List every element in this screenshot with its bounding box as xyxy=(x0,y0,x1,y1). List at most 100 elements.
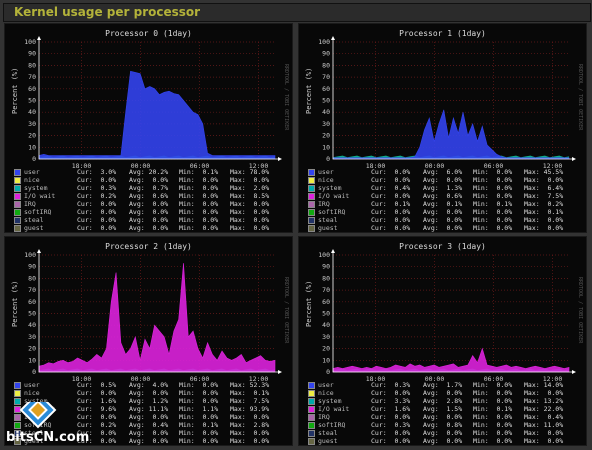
y-tick-label: 40 xyxy=(28,321,36,329)
y-tick-label: 0 xyxy=(326,368,330,376)
legend-cur: Cur: 0.0% xyxy=(371,437,411,445)
axes xyxy=(332,252,573,373)
legend-name: softIRQ xyxy=(24,208,52,216)
legend-name: I/O wait xyxy=(24,192,56,200)
legend-swatch xyxy=(308,406,315,413)
legend-name: nice xyxy=(318,389,334,397)
legend-avg: Avg: 0.0% xyxy=(129,429,169,437)
axes xyxy=(38,39,279,160)
y-tick-label: 100 xyxy=(318,38,330,46)
page-title: Kernel usage per processor xyxy=(14,5,201,19)
legend-cur: Cur: 3.3% xyxy=(371,397,411,405)
legend-name: system xyxy=(24,184,48,192)
y-tick-label: 80 xyxy=(28,274,36,282)
side-label: RRDTOOL / TOBI OETIKER xyxy=(283,64,289,131)
legend-row-irq: IRQ Cur: 0.0% Avg: 0.0% Min: 0.0% Max: 0.4% xyxy=(307,413,582,421)
legend-row-guest: guest Cur: 0.0% Avg: 0.0% Min: 0.0% Max: 0.0… xyxy=(13,437,288,445)
legend-name: IRQ xyxy=(318,200,330,208)
legend-row-irq: IRQ Cur: 0.0% Avg: 0.0% Min: 0.0% Max: 0.0% xyxy=(13,200,288,208)
legend-min: Min: 0.0% xyxy=(473,429,513,437)
legend-swatch xyxy=(308,225,315,232)
chart: 0 10 20 30 40 50 60 70 80 90 100 18:00 00:00 06:00 12:… xyxy=(318,249,576,382)
legend: user Cur: 0.5% Avg: 4.0% Min: 0.0% Max: 52.3… xyxy=(13,381,288,445)
legend-max: Max: 52.3% xyxy=(230,381,270,389)
legend-row-user: user Cur: 0.5% Avg: 4.0% Min: 0.0% Max: 52.3… xyxy=(13,381,288,389)
legend-min: Min: 0.0% xyxy=(179,429,219,437)
legend-max: Max: 0.0% xyxy=(230,224,270,232)
y-axis-label: Percent (%) xyxy=(305,67,313,114)
legend-cur: Cur: 0.4% xyxy=(371,184,411,192)
legend-max: Max: 0.0% xyxy=(230,437,270,445)
legend-avg: Avg: 0.0% xyxy=(129,200,169,208)
legend-max: Max: 0.0% xyxy=(230,208,270,216)
y-tick-label: 10 xyxy=(28,356,36,364)
watermark-text: bitsCN.com xyxy=(6,430,90,445)
legend-max: Max: 14.0% xyxy=(524,381,564,389)
legend-avg: Avg: 0.0% xyxy=(129,413,169,421)
x-tick-label: 06:00 xyxy=(484,162,504,169)
legend-avg: Avg: 6.0% xyxy=(423,168,463,176)
series-area-user xyxy=(38,70,276,160)
legend-name: user xyxy=(318,168,334,176)
legend-name: steal xyxy=(318,429,338,437)
legend-avg: Avg: 0.4% xyxy=(129,421,169,429)
y-tick-label: 80 xyxy=(322,274,330,282)
legend-cur: Cur: 0.0% xyxy=(371,192,411,200)
x-tick-label: 18:00 xyxy=(366,375,386,382)
legend-max: Max: 22.0% xyxy=(524,405,564,413)
legend-cur: Cur: 0.0% xyxy=(371,176,411,184)
y-tick-label: 30 xyxy=(322,120,330,128)
legend-row-system: system Cur: 0.3% Avg: 0.7% Min: 0.0% Max: 2.… xyxy=(13,184,288,192)
y-tick-label: 0 xyxy=(32,368,36,376)
legend-min: Min: 0.0% xyxy=(179,437,219,445)
legend-avg: Avg: 0.0% xyxy=(423,224,463,232)
x-tick-label: 06:00 xyxy=(190,375,210,382)
legend-max: Max: 45.5% xyxy=(524,168,564,176)
legend-max: Max: 0.0% xyxy=(230,200,270,208)
y-tick-label: 90 xyxy=(322,263,330,271)
y-tick-label: 30 xyxy=(28,333,36,341)
legend-cur: Cur: 0.0% xyxy=(371,429,411,437)
y-tick-label: 30 xyxy=(28,120,36,128)
legend-cur: Cur: 0.3% xyxy=(77,184,117,192)
legend-min: Min: 0.0% xyxy=(179,389,219,397)
legend-name: IRQ xyxy=(318,413,330,421)
legend-row-softirq: softIRQ Cur: 0.0% Avg: 0.0% Min: 0.0% Max: 0… xyxy=(13,208,288,216)
legend-swatch xyxy=(308,438,315,445)
legend-swatch xyxy=(14,225,21,232)
legend-max: Max: 0.4% xyxy=(524,413,564,421)
legend-name: user xyxy=(24,381,40,389)
legend-cur: Cur: 0.1% xyxy=(371,200,411,208)
legend-max: Max: 0.2% xyxy=(524,200,564,208)
legend-name: I/O wait xyxy=(318,405,350,413)
legend-min: Min: 0.0% xyxy=(473,421,513,429)
legend-swatch xyxy=(308,422,315,429)
legend: user Cur: 3.0% Avg: 20.2% Min: 0.1% Max: 78.… xyxy=(13,168,288,232)
legend-swatch xyxy=(14,438,21,445)
legend-name: guest xyxy=(24,224,44,232)
y-tick-label: 50 xyxy=(322,97,330,105)
legend-avg: Avg: 0.0% xyxy=(129,176,169,184)
legend-min: Min: 0.0% xyxy=(179,200,219,208)
legend-min: Min: 0.0% xyxy=(179,413,219,421)
legend-cur: Cur: 0.0% xyxy=(77,389,117,397)
legend-name: user xyxy=(24,168,40,176)
legend-row-softirq: softIRQ Cur: 0.0% Avg: 0.0% Min: 0.0% Max: 0… xyxy=(307,208,582,216)
legend-cur: Cur: 0.0% xyxy=(77,224,117,232)
legend-max: Max: 93.9% xyxy=(230,405,270,413)
y-tick-label: 70 xyxy=(322,286,330,294)
y-tick-label: 70 xyxy=(28,286,36,294)
y-axis-arrow xyxy=(37,249,41,253)
legend-avg: Avg: 0.0% xyxy=(423,429,463,437)
side-label: RRDTOOL / TOBI OETIKER xyxy=(283,277,289,344)
x-axis-arrow xyxy=(572,157,576,161)
y-tick-label: 20 xyxy=(322,132,330,140)
legend-cur: Cur: 0.0% xyxy=(77,216,117,224)
side-label: RRDTOOL / TOBI OETIKER xyxy=(577,277,583,344)
y-axis-arrow xyxy=(37,36,41,40)
legend-swatch xyxy=(308,390,315,397)
legend-avg: Avg: 0.0% xyxy=(423,413,463,421)
legend-swatch xyxy=(308,177,315,184)
legend-row-iowait: I/O wait Cur: 0.2% Avg: 0.6% Min: 0.0% Max: … xyxy=(13,192,288,200)
y-tick-label: 0 xyxy=(32,155,36,163)
